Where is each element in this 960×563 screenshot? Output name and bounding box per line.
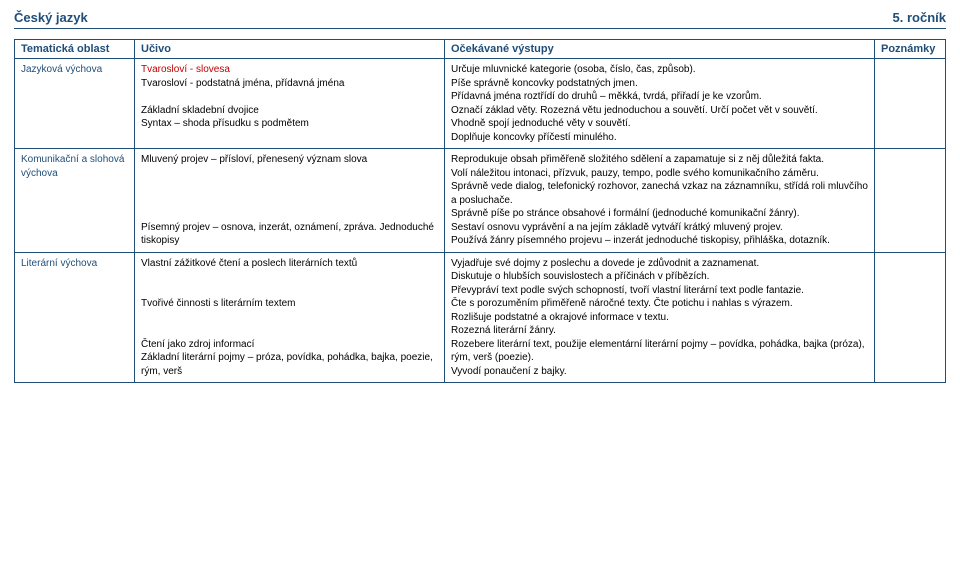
ucivo-line — [141, 311, 438, 325]
vystup-line: Doplňuje koncovky příčestí minulého. — [451, 131, 868, 145]
subject-title: Český jazyk — [14, 10, 88, 25]
vystup-line: Diskutuje o hlubších souvislostech a pří… — [451, 270, 868, 284]
vystup-line: Přídavná jména roztřídí do druhů – měkká… — [451, 90, 868, 104]
cell-area: Jazyková výchova — [15, 59, 135, 149]
ucivo-line — [141, 324, 438, 338]
ucivo-line — [141, 207, 438, 221]
ucivo-line: Tvarosloví - podstatná jména, přídavná j… — [141, 77, 438, 91]
cell-poznamky — [875, 59, 946, 149]
grade-label: 5. ročník — [893, 10, 946, 25]
ucivo-line: Mluvený projev – přísloví, přenesený výz… — [141, 153, 438, 167]
col-header-area: Tematická oblast — [15, 40, 135, 59]
vystup-line: Reprodukuje obsah přiměřeně složitého sd… — [451, 153, 868, 167]
cell-poznamky — [875, 149, 946, 253]
col-header-vystupy: Očekávané výstupy — [445, 40, 875, 59]
vystup-line: Vhodně spojí jednoduché věty v souvětí. — [451, 117, 868, 131]
ucivo-line: Tvarosloví - slovesa — [141, 63, 438, 77]
ucivo-line — [141, 194, 438, 208]
cell-ucivo: Vlastní zážitkové čtení a poslech literá… — [135, 252, 445, 383]
cell-ucivo: Mluvený projev – přísloví, přenesený výz… — [135, 149, 445, 253]
vystup-line: Čte s porozuměním přiměřeně náročné text… — [451, 297, 868, 311]
vystup-line: Rozlišuje podstatné a okrajové informace… — [451, 311, 868, 325]
table-row: Komunikační a slohová výchova Mluvený pro… — [15, 149, 946, 253]
vystup-line: Vyvodí ponaučení z bajky. — [451, 365, 868, 379]
ucivo-line — [141, 180, 438, 194]
col-header-ucivo: Učivo — [135, 40, 445, 59]
ucivo-line — [141, 90, 438, 104]
ucivo-line: Základní literární pojmy – próza, povídk… — [141, 351, 438, 378]
ucivo-line: Tvořivé činnosti s literárním textem — [141, 297, 438, 311]
vystup-line: Správně píše po stránce obsahové i formá… — [451, 207, 868, 221]
vystup-line: Označí základ věty. Rozezná větu jednodu… — [451, 104, 868, 118]
table-body: Jazyková výchovaTvarosloví - slovesaTvar… — [15, 59, 946, 383]
cell-area: Literární výchova — [15, 252, 135, 383]
table-row: Literární výchova Vlastní zážitkové čtení… — [15, 252, 946, 383]
ucivo-line: Základní skladební dvojice — [141, 104, 438, 118]
ucivo-line: Písemný projev – osnova, inzerát, oznáme… — [141, 221, 438, 248]
table-row: Jazyková výchovaTvarosloví - slovesaTvar… — [15, 59, 946, 149]
ucivo-line: Čtení jako zdroj informací — [141, 338, 438, 352]
ucivo-line — [141, 167, 438, 181]
vystup-line: Rozezná literární žánry. — [451, 324, 868, 338]
vystup-line: Správně vede dialog, telefonický rozhovo… — [451, 180, 868, 207]
curriculum-table: Tematická oblast Učivo Očekávané výstupy… — [14, 39, 946, 383]
vystup-line: Volí náležitou intonaci, přízvuk, pauzy,… — [451, 167, 868, 181]
vystup-line: Rozebere literární text, použije element… — [451, 338, 868, 365]
cell-vystupy: Reprodukuje obsah přiměřeně složitého sd… — [445, 149, 875, 253]
vystup-line: Píše správně koncovky podstatných jmen. — [451, 77, 868, 91]
page-container: Český jazyk 5. ročník Tematická oblast U… — [0, 0, 960, 393]
page-header: Český jazyk 5. ročník — [14, 10, 946, 29]
table-header-row: Tematická oblast Učivo Očekávané výstupy… — [15, 40, 946, 59]
cell-poznamky — [875, 252, 946, 383]
cell-ucivo: Tvarosloví - slovesaTvarosloví - podstat… — [135, 59, 445, 149]
cell-vystupy: Vyjadřuje své dojmy z poslechu a dovede … — [445, 252, 875, 383]
vystup-line: Vyjadřuje své dojmy z poslechu a dovede … — [451, 257, 868, 271]
col-header-poznamky: Poznámky — [875, 40, 946, 59]
cell-area: Komunikační a slohová výchova — [15, 149, 135, 253]
vystup-line: Převypráví text podle svých schopností, … — [451, 284, 868, 298]
cell-vystupy: Určuje mluvnické kategorie (osoba, číslo… — [445, 59, 875, 149]
vystup-line: Sestaví osnovu vyprávění a na jejím zákl… — [451, 221, 868, 235]
vystup-line: Používá žánry písemného projevu – inzerá… — [451, 234, 868, 248]
ucivo-line — [141, 270, 438, 284]
ucivo-line: Syntax – shoda přísudku s podmětem — [141, 117, 438, 131]
vystup-line: Určuje mluvnické kategorie (osoba, číslo… — [451, 63, 868, 77]
ucivo-line — [141, 284, 438, 298]
ucivo-line: Vlastní zážitkové čtení a poslech literá… — [141, 257, 438, 271]
